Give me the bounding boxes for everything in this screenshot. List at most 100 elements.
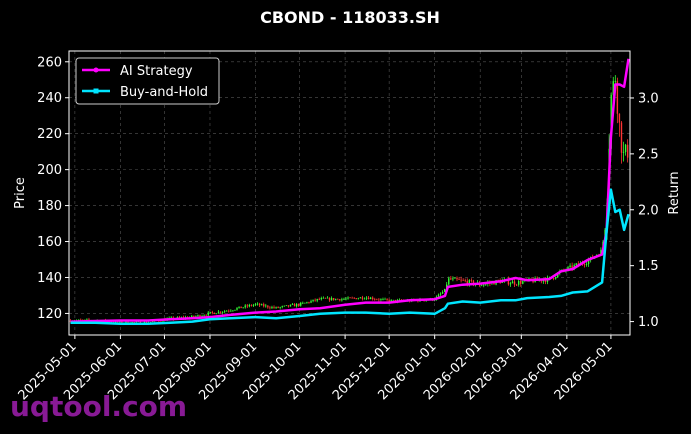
candle-body xyxy=(443,288,446,292)
y2-tick-label: 2.0 xyxy=(638,203,659,218)
series-line-buy-and-hold xyxy=(70,188,630,326)
candle-body xyxy=(228,310,230,312)
candle-body xyxy=(158,320,160,322)
candle-body xyxy=(575,263,577,266)
candle-body xyxy=(372,297,374,300)
y2-tick-label: 3.0 xyxy=(638,91,659,106)
candle-body xyxy=(205,315,207,317)
candle-body xyxy=(328,297,331,301)
candle-body xyxy=(337,298,339,300)
candle-body xyxy=(283,305,285,307)
candle-body xyxy=(121,321,123,324)
candle-body xyxy=(513,281,516,285)
candle-body xyxy=(365,297,368,299)
candle-body xyxy=(242,307,244,309)
y-tick-label: 160 xyxy=(37,235,62,250)
candle-body xyxy=(357,298,360,300)
candle-body xyxy=(256,303,259,305)
plot-frame xyxy=(68,50,631,336)
candle-body xyxy=(353,297,355,299)
candle-body xyxy=(275,306,277,308)
candle-body xyxy=(441,291,444,294)
candle-body xyxy=(199,315,201,317)
candle-body xyxy=(347,297,349,299)
candle-body xyxy=(69,320,72,323)
legend-marker-ai-strategy xyxy=(93,67,99,73)
series-lines xyxy=(70,58,630,326)
candle-body xyxy=(271,306,273,309)
candle-body xyxy=(297,303,300,306)
candle-body xyxy=(544,280,547,283)
candle-body xyxy=(542,280,545,282)
y2-tick-label: 2.5 xyxy=(638,147,659,162)
candle-body xyxy=(230,310,232,312)
legend-marker-buy-and-hold xyxy=(93,88,99,94)
candle-body xyxy=(612,81,614,95)
candle-body xyxy=(460,279,462,281)
candle-body xyxy=(265,305,267,307)
candle-body xyxy=(236,308,238,310)
candle-body xyxy=(306,302,308,303)
candle-body xyxy=(289,304,292,307)
candle-body xyxy=(448,278,450,285)
candle-body xyxy=(522,281,524,284)
candle-body xyxy=(209,312,211,313)
legend-label-ai-strategy: AI Strategy xyxy=(120,64,193,79)
candle-body xyxy=(376,299,378,301)
candle-body xyxy=(86,319,88,321)
candle-body xyxy=(454,277,456,279)
candle-body xyxy=(507,279,510,285)
candle-body xyxy=(125,321,127,323)
candle-body xyxy=(203,315,205,317)
y-tick-label: 120 xyxy=(37,307,62,322)
candle-body xyxy=(452,278,454,280)
candle-body xyxy=(437,294,440,297)
candle-body xyxy=(287,305,290,307)
candle-body xyxy=(279,307,281,308)
candle-body xyxy=(310,301,312,303)
candle-body xyxy=(281,306,283,308)
candle-body xyxy=(211,312,214,313)
candle-body xyxy=(232,310,234,312)
candle-body xyxy=(115,321,117,323)
y-tick-label: 200 xyxy=(37,163,62,178)
candle-body xyxy=(221,311,224,313)
candle-body xyxy=(585,264,588,265)
candle-body xyxy=(226,310,228,312)
candle-body xyxy=(339,299,341,301)
candle-body xyxy=(359,297,362,299)
candle-body xyxy=(291,304,294,306)
candle-body xyxy=(324,297,327,299)
candle-body xyxy=(349,297,351,299)
y-tick-label: 260 xyxy=(37,55,62,70)
candle-body xyxy=(450,278,452,280)
candle-body xyxy=(269,307,271,309)
candle-body xyxy=(557,273,559,278)
legend-label-buy-and-hold: Buy-and-Hold xyxy=(120,85,208,100)
candle-body xyxy=(392,299,394,301)
candle-body xyxy=(384,298,386,300)
candle-body xyxy=(312,299,314,302)
candle-body xyxy=(620,122,623,153)
candle-body xyxy=(197,315,199,317)
candle-body xyxy=(554,277,557,279)
candle-body xyxy=(515,284,518,286)
candle-body xyxy=(244,305,246,308)
candle-body xyxy=(254,303,257,305)
y2-axis-label: Return xyxy=(667,171,682,214)
candle-body xyxy=(480,285,483,287)
candle-body xyxy=(616,80,619,114)
y2-tick-label: 1.5 xyxy=(638,259,659,274)
candle-body xyxy=(626,144,629,158)
candle-body xyxy=(318,298,320,300)
candle-body xyxy=(88,319,90,321)
candle-body xyxy=(520,281,522,284)
candle-body xyxy=(240,306,242,309)
candle-body xyxy=(511,281,514,284)
candle-body xyxy=(77,319,80,321)
candle-body xyxy=(552,278,555,279)
legend: AI Strategy Buy-and-Hold xyxy=(75,57,220,105)
candle-body xyxy=(458,279,460,281)
candle-body xyxy=(127,321,129,324)
